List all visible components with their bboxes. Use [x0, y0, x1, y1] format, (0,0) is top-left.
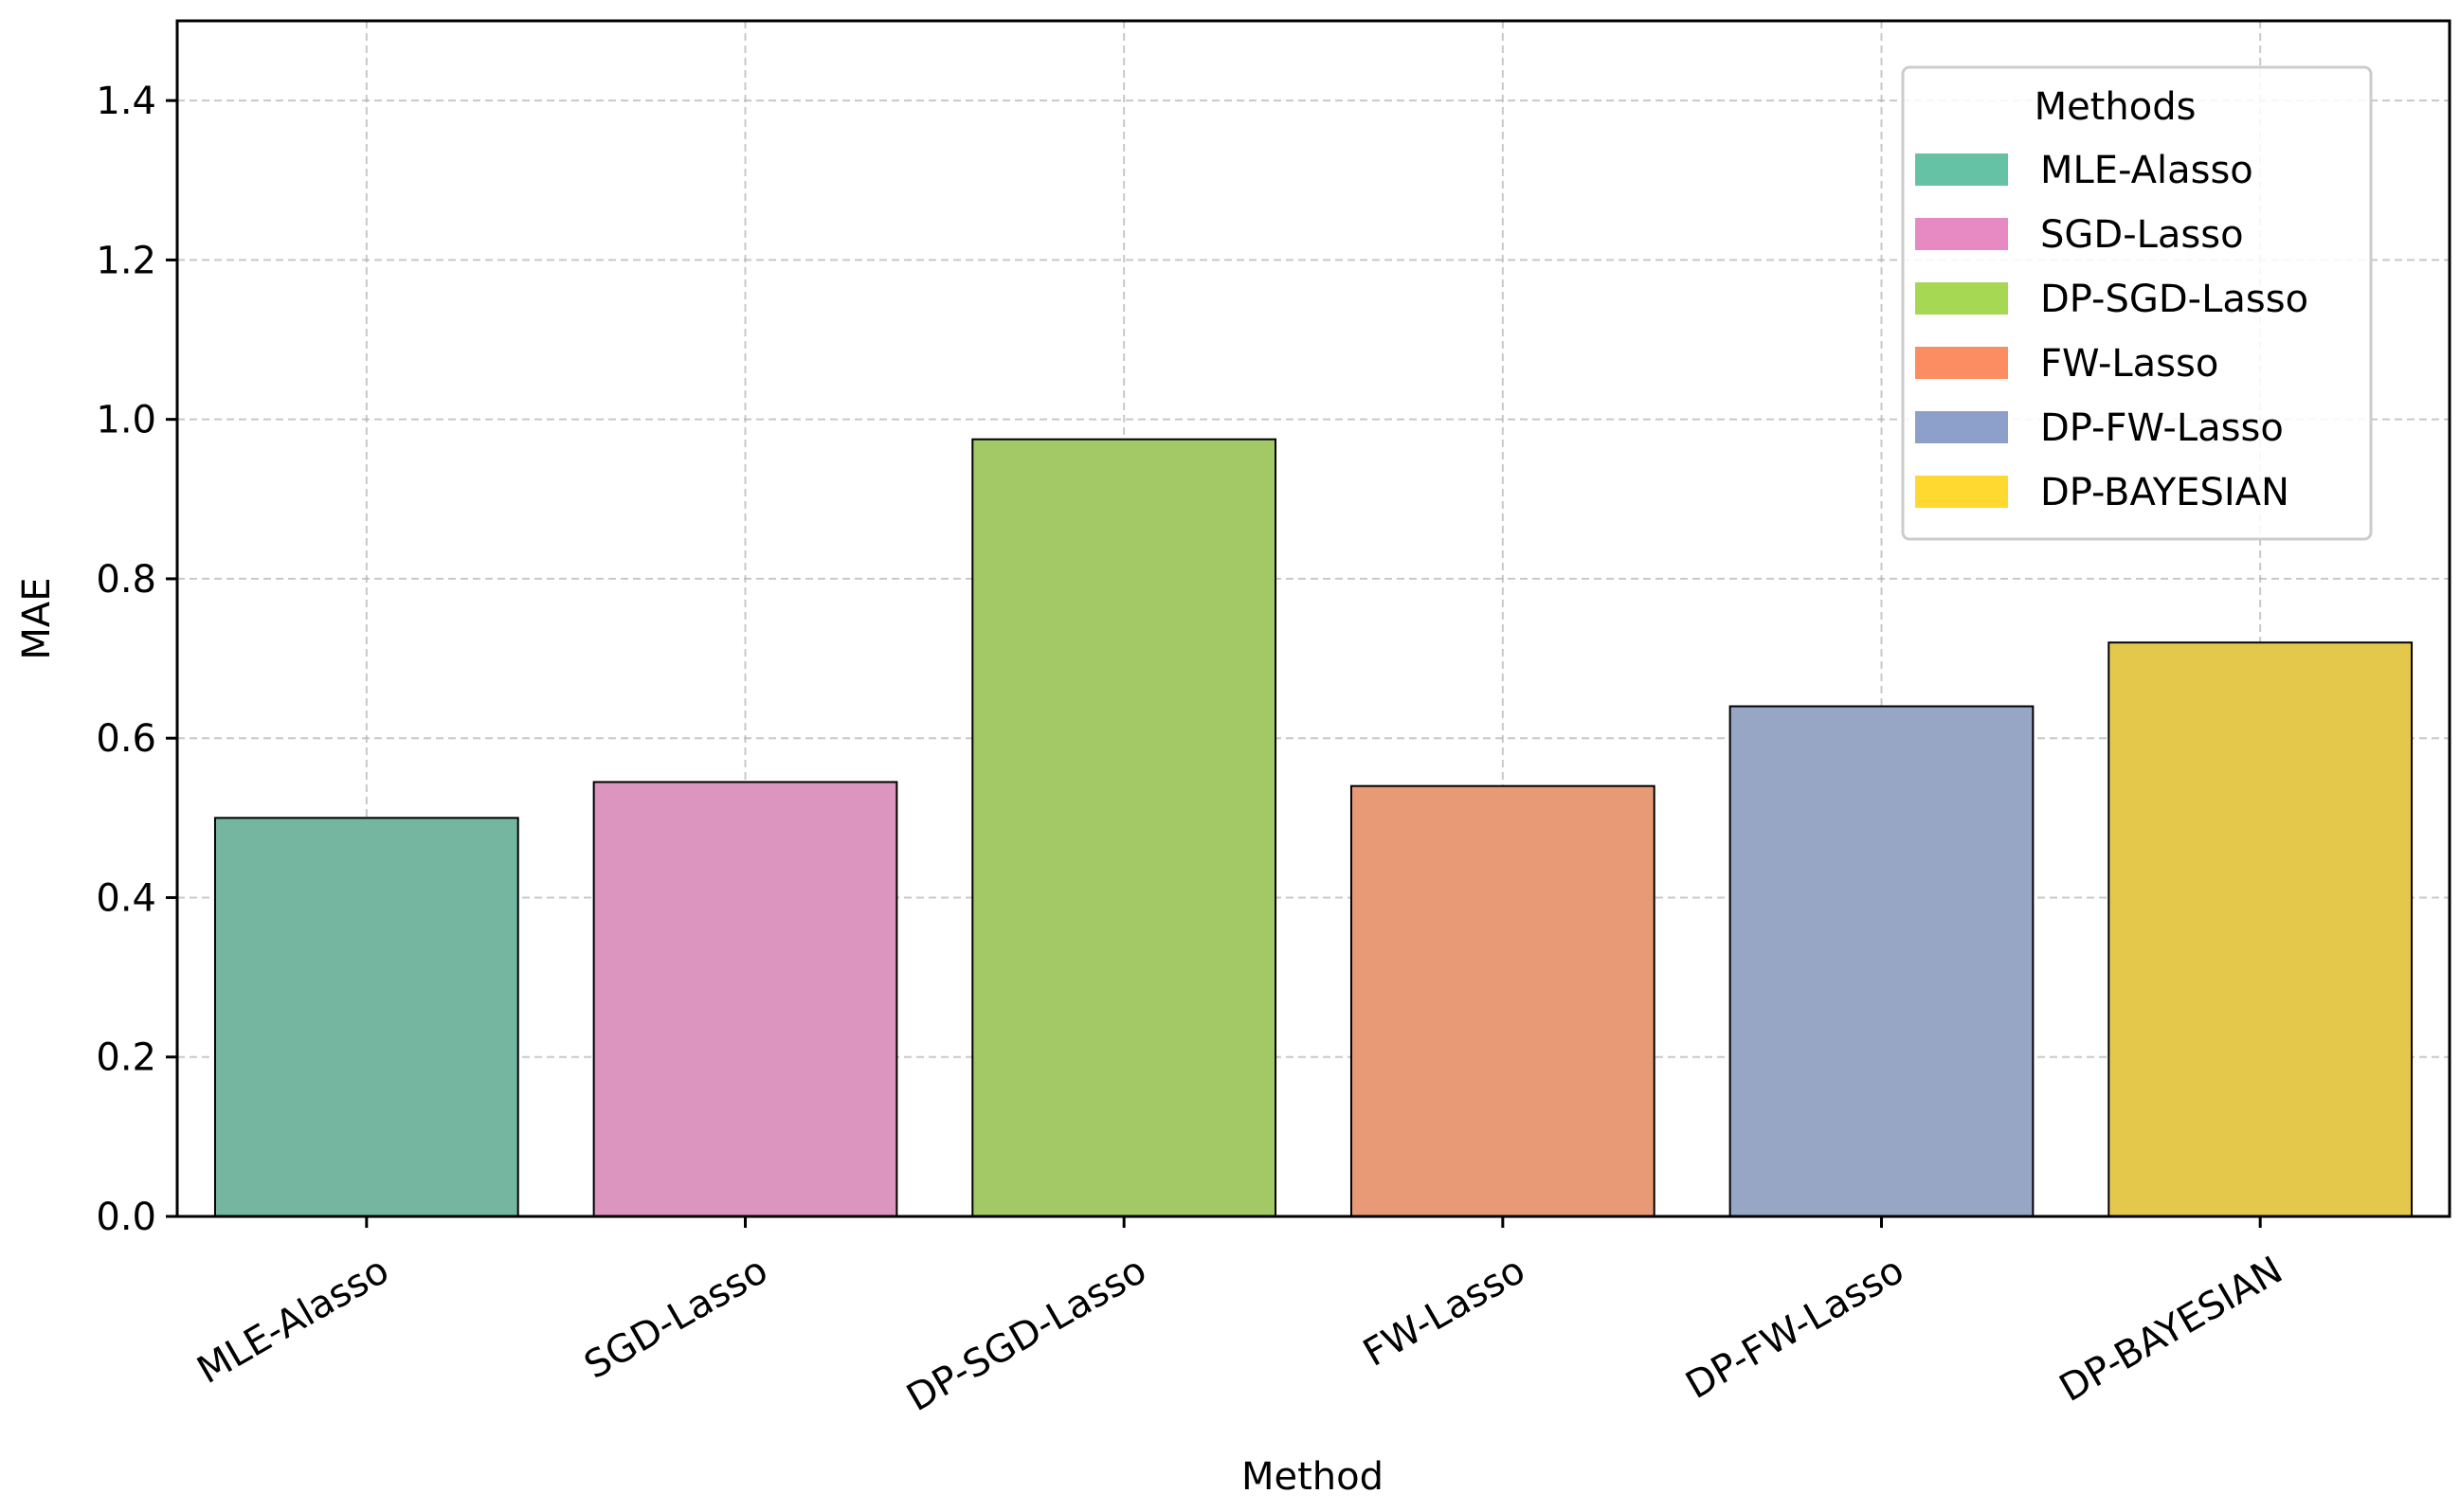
y-tick-label: 1.2 [96, 239, 156, 282]
x-tick-label: FW-Lasso [1356, 1249, 1532, 1376]
bar-sgd-lasso [592, 781, 898, 1217]
legend-box [1901, 65, 2373, 541]
y-tick-label: 1.0 [96, 399, 156, 442]
x-tick-label: DP-BAYESIAN [2053, 1249, 2290, 1411]
legend-entry-label: FW-Lasso [2040, 342, 2218, 386]
legend-swatch [1915, 282, 2008, 315]
plot-frame [175, 19, 2451, 1218]
legend-entries: MLE-Alasso SGD-Lasso DP-SGD-Lasso FW-Lasso D… [1915, 149, 2308, 514]
y-tick-label: 0.8 [96, 558, 156, 602]
legend-entry-label: DP-BAYESIAN [2040, 471, 2289, 514]
bar-dp-bayesian [2107, 641, 2414, 1217]
legend-title: Methods [2035, 85, 2197, 129]
legend-entry-label: DP-SGD-Lasso [2040, 278, 2308, 321]
bars-layer [213, 438, 2414, 1217]
legend-entry-label: MLE-Alasso [2040, 149, 2253, 192]
x-tick-label: DP-SGD-Lasso [899, 1249, 1153, 1420]
x-axis: MLE-Alasso SGD-Lasso DP-SGD-Lasso FW-Lasso D… [190, 1216, 2290, 1420]
bar-mle-alasso [213, 817, 519, 1217]
legend-swatch [1915, 347, 2008, 379]
bar-dp-sgd-lasso [971, 438, 1277, 1217]
y-tick-label: 0.4 [96, 876, 156, 920]
x-tick-label: SGD-Lasso [577, 1249, 775, 1388]
y-tick-label: 0.0 [96, 1196, 156, 1239]
y-axis-label: MAE [15, 577, 59, 659]
legend: Methods MLE-Alasso SGD-Lasso DP-SGD-Lasso F… [1901, 65, 2373, 541]
legend-entry-label: SGD-Lasso [2040, 213, 2244, 257]
bar-dp-fw-lasso [1728, 705, 2035, 1217]
y-tick-label: 1.4 [96, 80, 156, 123]
legend-swatch [1915, 411, 2008, 443]
legend-swatch [1915, 476, 2008, 508]
legend-entry-label: DP-FW-Lasso [2040, 406, 2284, 450]
legend-swatch [1915, 153, 2008, 186]
y-axis: 0.0 0.2 0.4 0.6 0.8 1.0 1.2 1.4 [96, 80, 177, 1239]
bar-fw-lasso [1349, 784, 1655, 1217]
y-tick-label: 0.6 [96, 717, 156, 761]
y-tick-label: 0.2 [96, 1036, 156, 1080]
x-tick-label: MLE-Alasso [190, 1249, 397, 1393]
x-tick-label: DP-FW-Lasso [1679, 1249, 1911, 1408]
legend-swatch [1915, 218, 2008, 250]
x-axis-label: Method [1241, 1455, 1384, 1499]
